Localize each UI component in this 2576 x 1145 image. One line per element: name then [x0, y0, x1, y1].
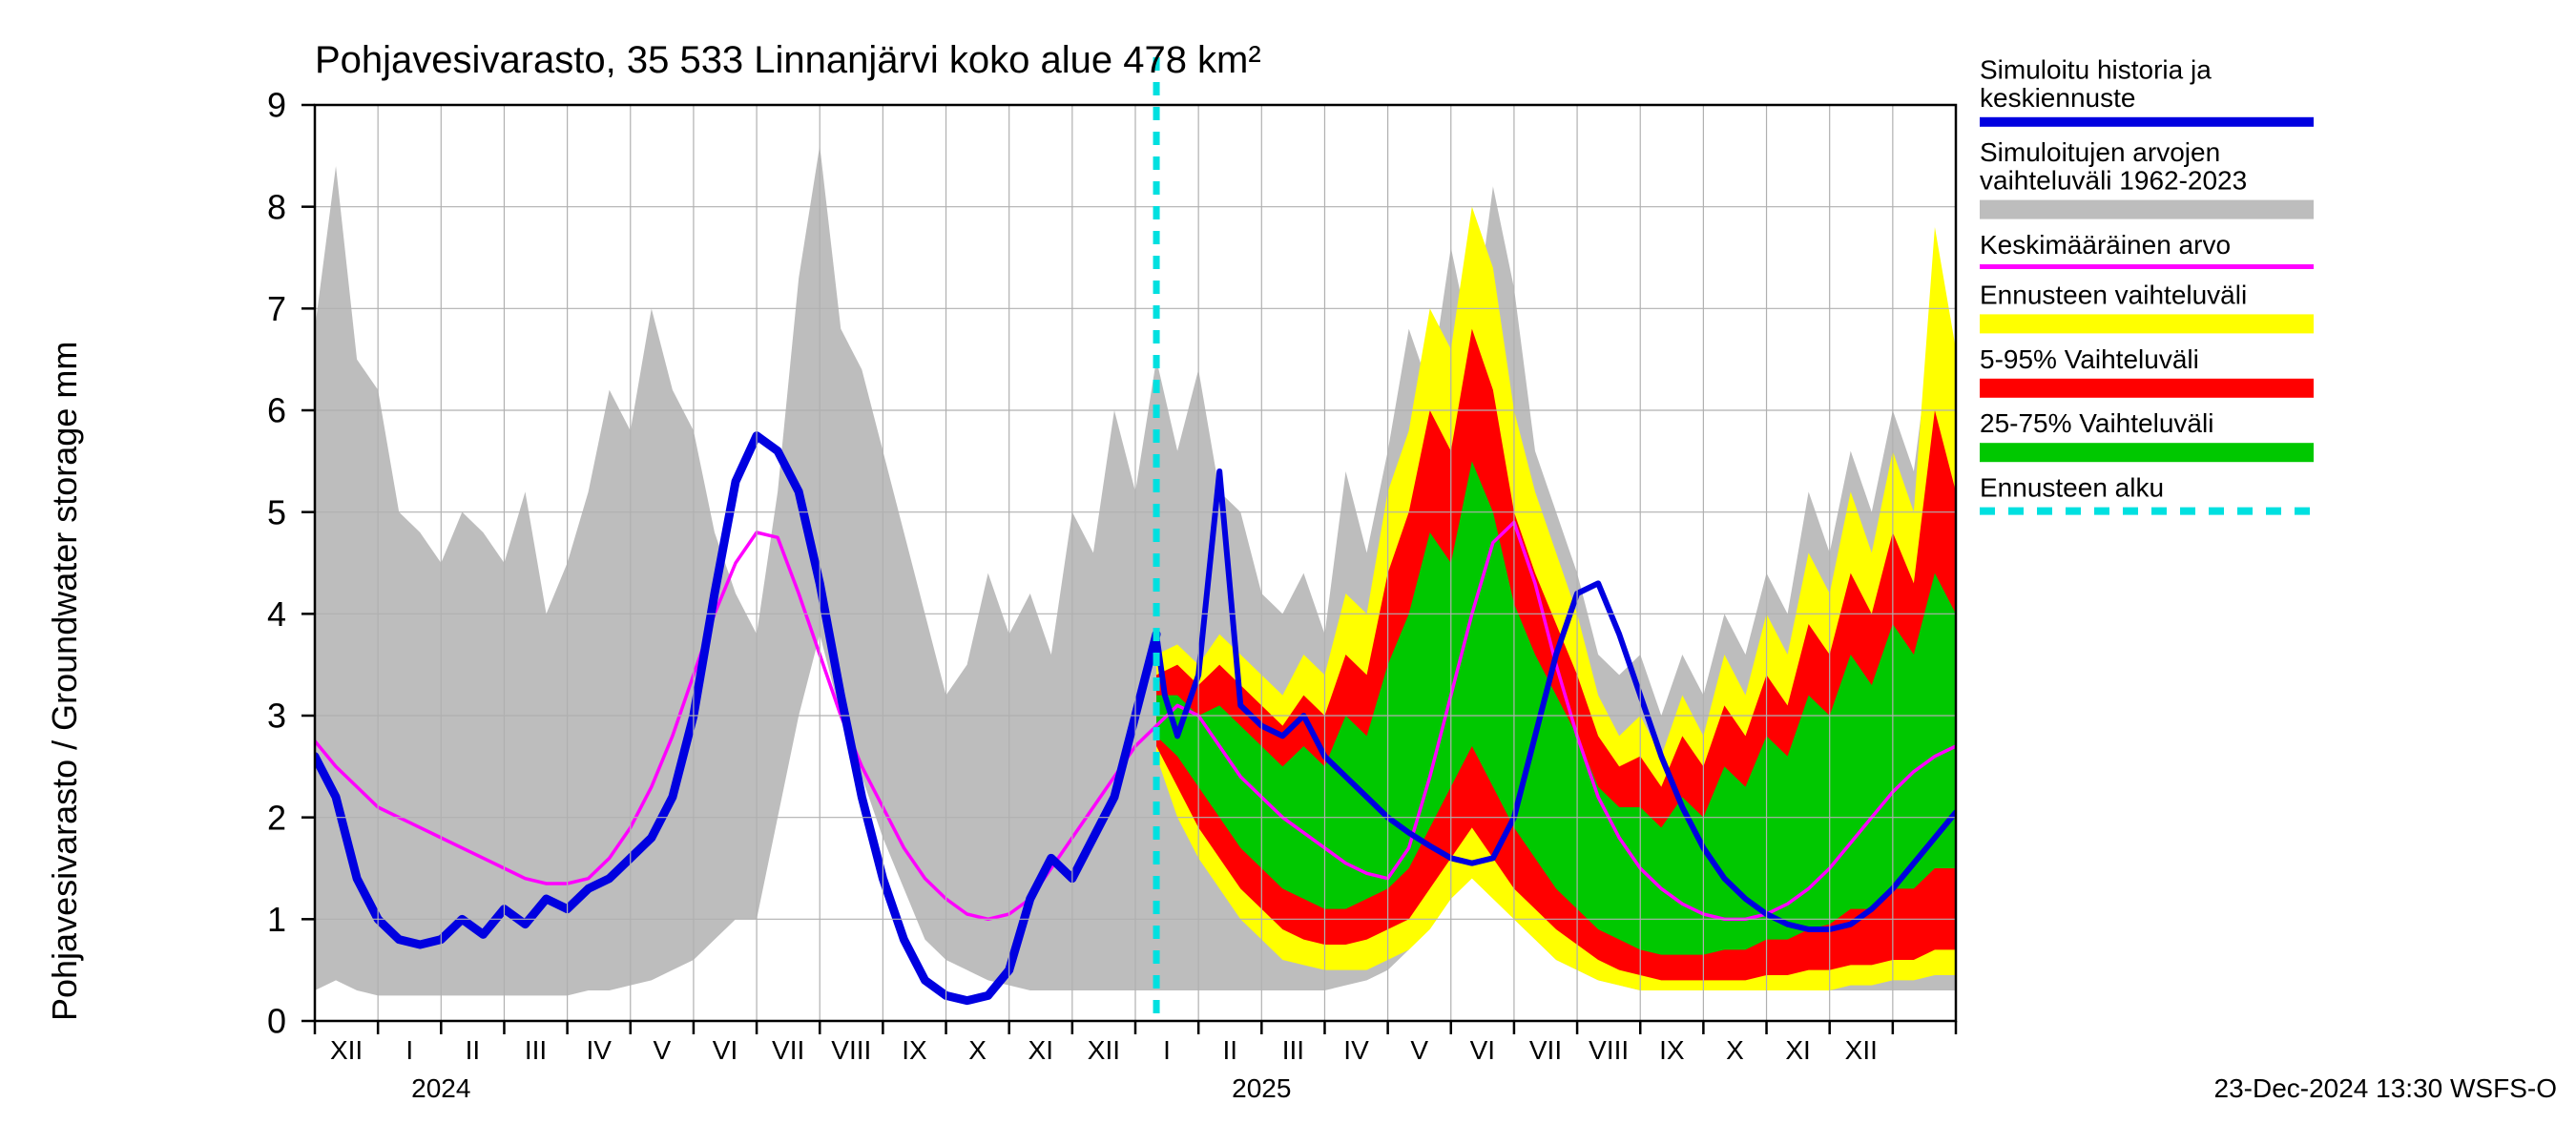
x-month-label: VII [772, 1035, 804, 1065]
x-month-label: VIII [831, 1035, 871, 1065]
x-month-label: V [1410, 1035, 1428, 1065]
legend-swatch [1980, 200, 2314, 219]
legend-label: keskiennuste [1980, 83, 2135, 113]
x-month-label: XII [1088, 1035, 1120, 1065]
x-month-label: II [466, 1035, 481, 1065]
x-month-label: II [1222, 1035, 1237, 1065]
x-month-label: VI [713, 1035, 737, 1065]
legend-label: vaihteluväli 1962-2023 [1980, 166, 2247, 196]
chart-title: Pohjavesivarasto, 35 533 Linnanjärvi kok… [315, 39, 1261, 81]
x-month-label: III [1282, 1035, 1304, 1065]
legend-swatch [1980, 264, 2314, 269]
x-month-label: XII [330, 1035, 363, 1065]
x-month-label: XII [1845, 1035, 1878, 1065]
x-month-label: III [525, 1035, 547, 1065]
y-tick-label: 0 [267, 1002, 286, 1041]
y-tick-label: 6 [267, 391, 286, 430]
x-month-label: IV [1343, 1035, 1369, 1065]
y-tick-label: 7 [267, 289, 286, 328]
legend-label: Keskimääräinen arvo [1980, 230, 2231, 260]
legend-label: 5-95% Vaihteluväli [1980, 344, 2199, 374]
x-month-label: V [654, 1035, 672, 1065]
y-tick-label: 8 [267, 187, 286, 226]
x-month-label: XI [1028, 1035, 1053, 1065]
y-axis-label: Pohjavesivarasto / Groundwater storage m… [45, 342, 84, 1021]
x-month-label: VI [1470, 1035, 1495, 1065]
y-tick-label: 5 [267, 492, 286, 531]
x-month-label: I [1163, 1035, 1171, 1065]
x-month-label: IX [1659, 1035, 1685, 1065]
y-tick-label: 3 [267, 697, 286, 736]
x-year-label: 2024 [411, 1073, 470, 1103]
x-month-label: I [405, 1035, 413, 1065]
x-month-label: IX [902, 1035, 927, 1065]
legend-swatch [1980, 314, 2314, 333]
legend-label: Simuloitujen arvojen [1980, 137, 2220, 167]
legend-swatch [1980, 117, 2314, 127]
y-tick-label: 1 [267, 900, 286, 939]
legend-swatch [1980, 443, 2314, 462]
chart-svg: 0123456789XIIIIIIIIIVVVIVIIVIIIIXXXIXIII… [0, 0, 2576, 1145]
groundwater-forecast-chart: 0123456789XIIIIIIIIIVVVIVIIVIIIIXXXIXIII… [0, 0, 2576, 1145]
chart-footer: 23-Dec-2024 13:30 WSFS-O [2214, 1073, 2558, 1103]
legend-label: 25-75% Vaihteluväli [1980, 408, 2213, 438]
x-month-label: IV [586, 1035, 612, 1065]
y-tick-label: 4 [267, 594, 286, 634]
x-month-label: VII [1529, 1035, 1562, 1065]
x-month-label: X [1726, 1035, 1744, 1065]
x-year-label: 2025 [1232, 1073, 1291, 1103]
x-month-label: X [968, 1035, 987, 1065]
legend-label: Ennusteen alku [1980, 473, 2164, 503]
legend-label: Simuloitu historia ja [1980, 54, 2212, 84]
x-month-label: VIII [1589, 1035, 1629, 1065]
y-tick-label: 2 [267, 798, 286, 837]
legend-label: Ennusteen vaihteluväli [1980, 280, 2247, 309]
x-month-label: XI [1785, 1035, 1810, 1065]
legend-swatch [1980, 379, 2314, 398]
y-tick-label: 9 [267, 86, 286, 125]
